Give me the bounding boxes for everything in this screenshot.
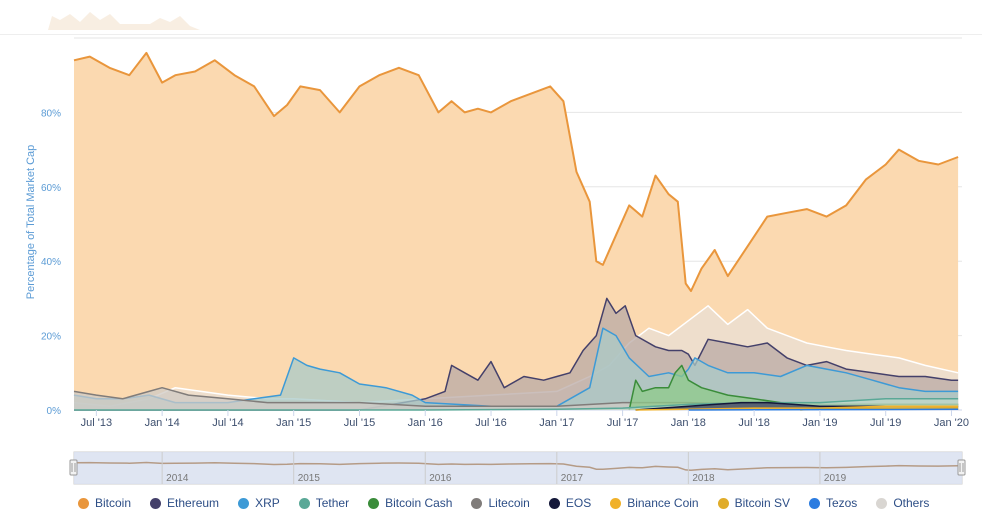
navigator-year-label: 2016 [429,473,452,484]
x-tick-label: Jan '14 [145,417,180,429]
x-tick-label: Jan '16 [408,417,443,429]
range-navigator[interactable]: 2014 2015 2016 2017 2018 2019 [69,451,966,485]
navigator-handle-right[interactable] [957,459,966,476]
legend-label: Bitcoin [95,496,132,510]
legend-item-ethereum[interactable]: Ethereum [150,496,219,510]
legend-item-eos[interactable]: EOS [548,496,592,510]
legend-marker [548,497,560,509]
legend-item-bitcoin[interactable]: Bitcoin [78,496,131,510]
legend-marker [471,497,483,509]
legend-marker [298,497,310,509]
navigator-handle-left[interactable] [69,459,78,476]
x-tick-label: Jul '17 [607,417,638,429]
legend-marker [717,497,729,509]
y-tick-label: 80% [41,108,61,119]
ghost-separator [0,34,982,35]
legend-label: EOS [565,496,592,510]
x-tick-label: Jan '15 [276,417,311,429]
x-tick-label: Jul '13 [81,417,112,429]
legend-item-bitcoin-cash[interactable]: Bitcoin Cash [368,496,452,510]
series-line-tezos [688,408,959,411]
y-tick-label: 20% [41,332,61,343]
legend-marker [238,497,250,509]
legend-label: Binance Coin [627,496,699,510]
legend-label: Ethereum [167,496,220,510]
legend-marker [150,497,162,509]
x-tick-label: Jul '18 [738,417,769,429]
legend-marker [78,497,89,509]
navigator-year-label: 2018 [692,473,715,484]
legend-marker [368,497,380,509]
x-tick-label: Jan '20 [934,417,969,429]
legend-label: Bitcoin Cash [385,496,453,510]
x-tick-label: Jan '19 [802,417,837,429]
y-tick-label: 0% [47,406,62,417]
x-tick-label: Jul '16 [475,417,506,429]
series-areas [73,51,959,411]
legend-marker [808,497,820,509]
legend-label: Tether [315,496,350,510]
legend-label: Tezos [825,496,858,510]
legend-label: Litecoin [488,496,530,510]
y-tick-label: 40% [41,257,61,268]
legend-item-litecoin[interactable]: Litecoin [471,496,530,510]
series-line-others [73,305,959,408]
ghost-area [48,12,200,30]
legend-label: XRP [255,496,280,510]
y-axis-title: Percentage of Total Market Cap [25,145,37,300]
y-tick-label: 60% [41,183,61,194]
legend-marker [876,497,888,509]
legend-item-xrp[interactable]: XRP [238,496,280,510]
legend-marker [610,497,622,509]
series-line-bitcoin [73,51,959,292]
legend-label: Bitcoin SV [734,496,790,510]
navigator-year-label: 2014 [166,473,189,484]
series-area-bitcoin-cash [629,365,959,410]
x-tick-label: Jul '19 [870,417,901,429]
legend-item-tether[interactable]: Tether [298,496,350,510]
x-axis: Jul '13 Jan '14 Jul '14 Jan '15 Jul '15 Jan '… [81,410,969,429]
x-tick-label: Jan '18 [671,417,706,429]
chart-legend: Bitcoin Ethereum XRP Tether Bitcoin Cash Lite… [78,496,948,510]
navigator-year-label: 2019 [824,473,847,484]
navigator-year-label: 2015 [298,473,321,484]
legend-item-binance-coin[interactable]: Binance Coin [610,496,699,510]
x-tick-label: Jul '14 [212,417,243,429]
legend-item-tezos[interactable]: Tezos [808,496,858,510]
legend-label: Others [893,496,930,510]
faded-background-chart [0,12,982,35]
series-line-binance-coin [635,405,959,411]
y-axis: 0% 20% 40% 60% 80% [41,108,61,417]
legend-item-others[interactable]: Others [876,496,929,510]
x-tick-label: Jul '15 [344,417,375,429]
series-area-xrp [74,328,959,410]
navigator-year-label: 2017 [561,473,584,484]
x-tick-label: Jan '17 [539,417,574,429]
legend-item-bitcoin-sv[interactable]: Bitcoin SV [717,496,790,510]
series-line-ethereum [74,297,959,411]
